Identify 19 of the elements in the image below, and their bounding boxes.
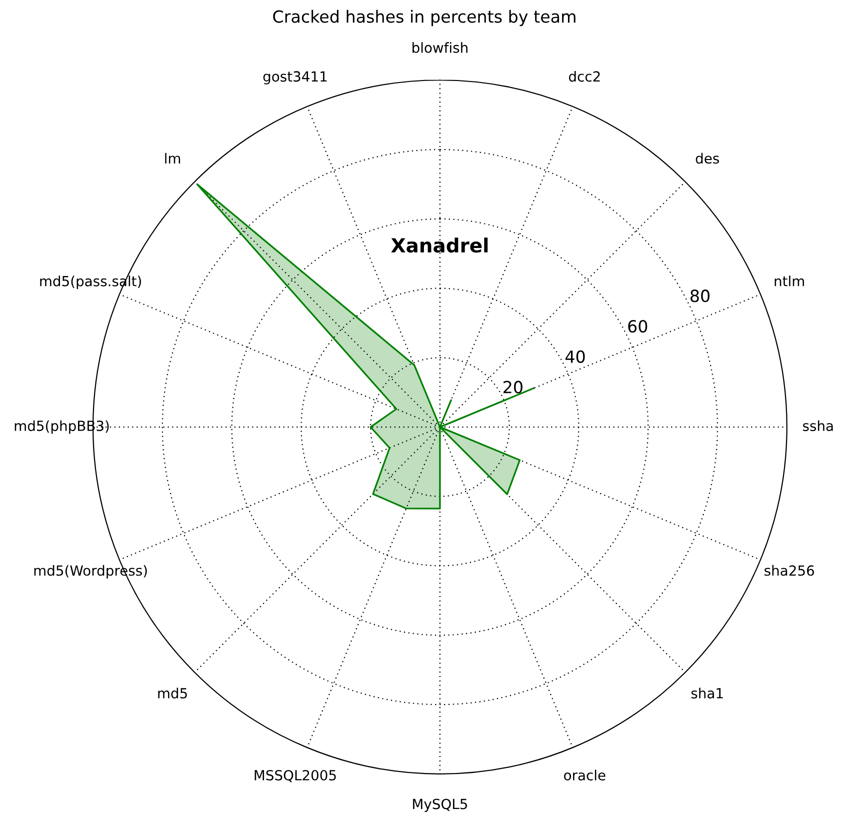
spoke-label: dcc2 (568, 70, 600, 82)
spoke-label: gost3411 (263, 71, 327, 84)
spoke-label: sha256 (764, 565, 814, 576)
spoke-label: ntlm (774, 276, 804, 286)
text: Xanadrel (391, 238, 488, 253)
spoke-label: ssha (802, 420, 833, 432)
spoke-label: md5 (158, 688, 187, 698)
y-tick-label: 60 (628, 320, 648, 333)
spoke-label: sha1 (691, 688, 723, 698)
y-tick-label: 80 (690, 290, 710, 302)
spoke-label: oracle (564, 770, 606, 780)
y-tick-label: 20 (504, 380, 522, 394)
spoke-label: lm (165, 152, 180, 164)
spoke-label: des (696, 152, 719, 164)
spoke-label: MSSQL2005 (254, 770, 336, 782)
spoke-label: blowfish (412, 42, 468, 53)
y-tick-label: 40 (565, 350, 585, 363)
chart-title: Cracked hashes in percents by team (273, 10, 576, 26)
spoke-label: MySQL5 (413, 798, 467, 812)
